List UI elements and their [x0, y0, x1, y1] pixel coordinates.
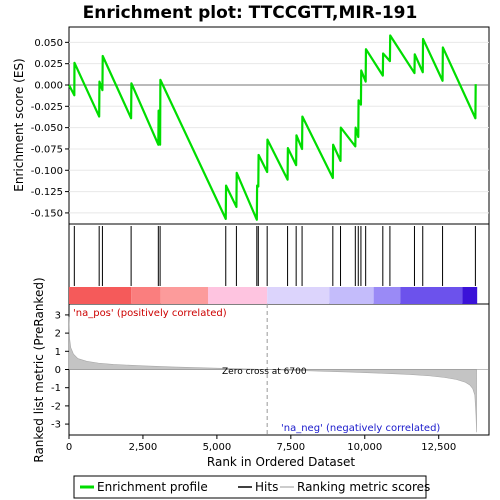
enrichment-profile-line	[68, 34, 477, 221]
enrichment-panel-frame	[68, 26, 490, 225]
x-tick-label: 5,000	[203, 442, 232, 453]
rank-color-segment	[462, 287, 478, 304]
legend: Enrichment profile Hits Ranking metric s…	[73, 475, 430, 499]
rank-color-segment	[329, 287, 374, 304]
rank-color-segment	[400, 287, 463, 304]
legend-metric-label: Ranking metric scores	[297, 480, 430, 494]
es-tick-label: -0.075	[31, 144, 63, 155]
legend-hits-label: Hits	[255, 480, 278, 494]
metric-axis-label: Ranked list metric (PreRanked)	[32, 277, 46, 462]
es-tick-label: -0.125	[31, 187, 63, 198]
metric-tick-label: -2	[51, 401, 61, 412]
es-tick-label: 0.050	[34, 38, 63, 49]
rank-color-segment	[267, 287, 330, 304]
pos-correlated-label: 'na_pos' (positively correlated)	[73, 308, 227, 319]
es-tick-label: -0.050	[31, 123, 63, 134]
rank-color-segment	[373, 287, 401, 304]
metric-tick-label: -1	[51, 383, 61, 394]
metric-tick-label: 3	[55, 310, 61, 321]
es-tick-label: 0.000	[34, 80, 63, 91]
zero-cross-label: Zero cross at 6700	[222, 367, 307, 377]
es-tick-label: -0.150	[31, 208, 63, 219]
rank-color-segment	[69, 287, 132, 304]
x-tick-label: 0	[66, 442, 72, 453]
neg-correlated-label: 'na_neg' (negatively correlated)	[281, 423, 440, 434]
es-tick-label: -0.100	[31, 166, 63, 177]
metric-tick-label: 1	[55, 347, 61, 358]
legend-enrichment-label: Enrichment profile	[97, 480, 208, 494]
rank-color-segment	[160, 287, 209, 304]
x-axis-label: Rank in Ordered Dataset	[207, 455, 355, 469]
metric-tick-label: 0	[55, 365, 61, 376]
rank-color-segment	[208, 287, 268, 304]
x-tick-label: 10,000	[347, 442, 382, 453]
x-tick-label: 2,500	[129, 442, 158, 453]
metric-tick-label: 2	[55, 329, 61, 340]
rank-color-segment	[131, 287, 161, 304]
es-axis-label: Enrichment score (ES)	[12, 58, 26, 191]
x-tick-label: 12,500	[421, 442, 456, 453]
metric-tick-label: -3	[51, 420, 61, 431]
es-tick-label: -0.025	[31, 102, 63, 113]
x-tick-label: 7,500	[277, 442, 306, 453]
chart-title: Enrichment plot: TTCCGTT,MIR-191	[83, 3, 418, 23]
ranking-metric-area	[68, 316, 477, 433]
es-tick-label: 0.025	[34, 59, 63, 70]
